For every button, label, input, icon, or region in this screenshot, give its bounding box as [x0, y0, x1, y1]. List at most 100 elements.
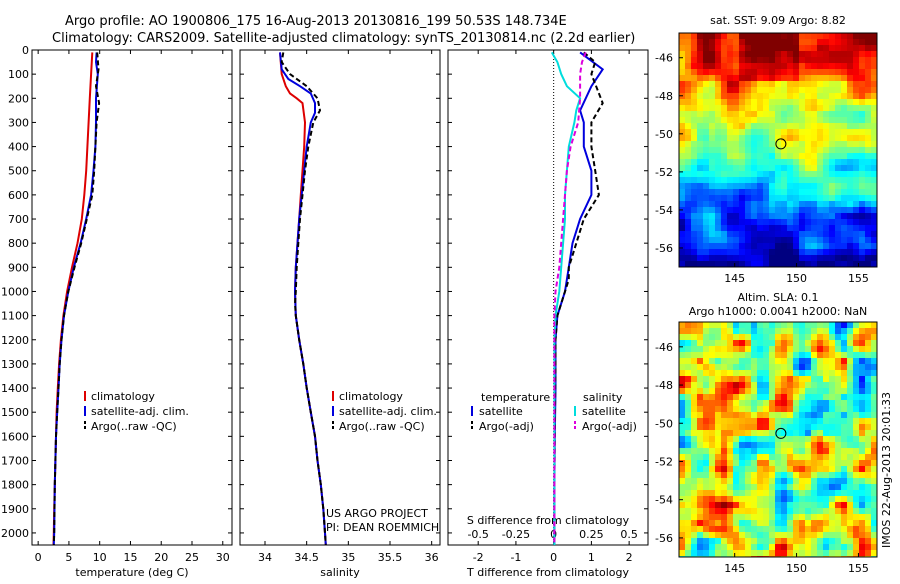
map-cell [835, 87, 842, 94]
map-cell [811, 111, 818, 118]
map-cell [787, 213, 794, 220]
map-cell [679, 544, 686, 551]
map-cell [793, 111, 800, 118]
map-cell [859, 105, 866, 112]
map-cell [685, 111, 692, 118]
map-cell [817, 195, 824, 202]
map-cell [721, 33, 728, 40]
map-cell [811, 159, 818, 166]
map-cell [679, 418, 686, 425]
map-cell [787, 255, 794, 262]
map-cell [739, 478, 746, 485]
map-cell [697, 550, 704, 557]
map-cell [871, 81, 878, 88]
map-cell [751, 436, 758, 443]
map-cell [763, 171, 770, 178]
map-cell [763, 33, 770, 40]
map-cell [835, 526, 842, 533]
map-cell [733, 63, 740, 70]
map-cell [745, 322, 752, 329]
map-cell [829, 460, 836, 467]
map-cell [865, 400, 872, 407]
map-cell [829, 388, 836, 395]
map-cell [829, 129, 836, 136]
map-cell [853, 165, 860, 172]
credit-line1: US ARGO PROJECT [326, 507, 428, 520]
map-cell [751, 376, 758, 383]
map-cell [775, 508, 782, 515]
map-cell [853, 496, 860, 503]
map-cell [781, 171, 788, 178]
map-cell [697, 478, 704, 485]
map-cell [709, 508, 716, 515]
map-cell [793, 171, 800, 178]
map-cell [745, 544, 752, 551]
panel-frame [31, 49, 233, 546]
map-cell [775, 159, 782, 166]
map-cell [697, 39, 704, 46]
map-cell [841, 538, 848, 545]
map-cell [859, 51, 866, 58]
map-cell [853, 99, 860, 106]
map-cell [745, 466, 752, 473]
map-cell [763, 394, 770, 401]
map-cell [817, 177, 824, 184]
map-cell [811, 430, 818, 437]
map-cell [793, 502, 800, 509]
map-cell [763, 484, 770, 491]
map-cell [697, 231, 704, 238]
map-cell [769, 472, 776, 479]
map-cell [787, 430, 794, 437]
map-cell [751, 460, 758, 467]
map-cell [691, 508, 698, 515]
map-cell [805, 33, 812, 40]
map-cell [859, 532, 866, 539]
map-cell [751, 159, 758, 166]
map-cell [865, 526, 872, 533]
map-cell [847, 502, 854, 509]
map-cell [697, 532, 704, 539]
map-cell [817, 45, 824, 52]
map-cell [817, 370, 824, 377]
map-cell [871, 165, 878, 172]
map-cell [799, 255, 806, 262]
map-cell [691, 255, 698, 262]
map-cell [745, 436, 752, 443]
map-cell [859, 243, 866, 250]
map-cell [763, 334, 770, 341]
map-cell [715, 394, 722, 401]
map-cell [865, 478, 872, 485]
map-cell [811, 51, 818, 58]
map-cell [793, 472, 800, 479]
map-cell [715, 358, 722, 365]
map-cell [769, 165, 776, 172]
map-cell [841, 87, 848, 94]
map-cell [715, 93, 722, 100]
map-cell [823, 358, 830, 365]
map-cell [721, 382, 728, 389]
map-cell [691, 231, 698, 238]
map-cell [829, 514, 836, 521]
map-cell [853, 129, 860, 136]
map-cell [859, 412, 866, 419]
map-cell [835, 388, 842, 395]
map-cell [829, 261, 836, 268]
map-cell [715, 87, 722, 94]
map-cell [709, 207, 716, 214]
map-cell [871, 514, 878, 521]
map-cell [733, 261, 740, 268]
map-cell [763, 51, 770, 58]
map-cell [757, 255, 764, 262]
map-cell [859, 81, 866, 88]
map-cell [781, 370, 788, 377]
map-cell [823, 544, 830, 551]
map-cell [727, 496, 734, 503]
map-cell [763, 364, 770, 371]
map-cell [871, 195, 878, 202]
map-cell [787, 448, 794, 455]
map-cell [775, 207, 782, 214]
map-cell [811, 418, 818, 425]
map-cell [733, 466, 740, 473]
map-cell [841, 141, 848, 148]
map-cell [745, 201, 752, 208]
